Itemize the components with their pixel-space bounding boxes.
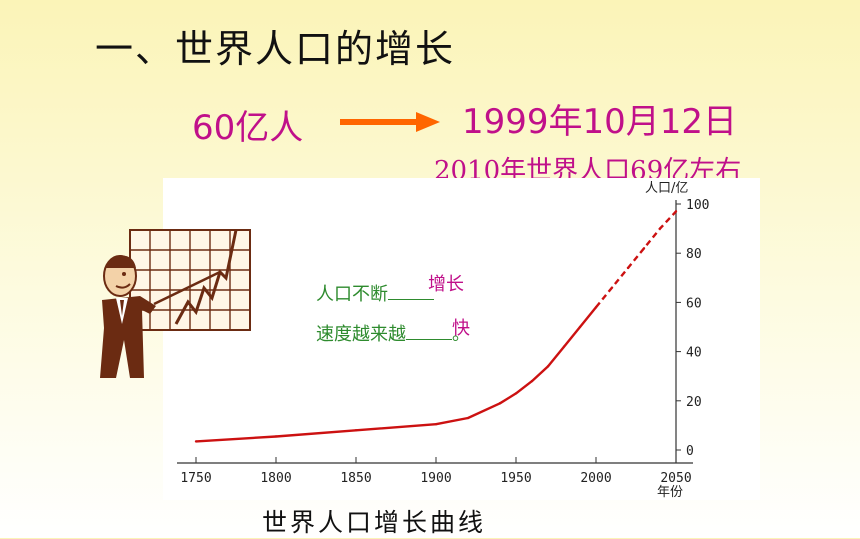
- data-point: [194, 440, 198, 443]
- data-point: [546, 365, 550, 368]
- answer-2: 快: [452, 318, 470, 339]
- x-tick-label-1800: 1800: [260, 471, 291, 486]
- fill-line-2: 速度越来越 。: [316, 320, 470, 346]
- data-point: [466, 416, 470, 420]
- population-curve: [195, 306, 597, 443]
- data-point: [642, 247, 646, 250]
- data-point: [434, 422, 438, 426]
- data-point: [354, 429, 358, 432]
- y-tick-label-100: 100: [686, 198, 709, 213]
- data-point: [530, 379, 534, 383]
- fill-line-1-prefix: 人口不断: [316, 284, 388, 305]
- fill-line-2-suffix: 。: [452, 324, 470, 345]
- presenter-man-icon: [100, 229, 251, 378]
- x-tick-label-2050: 2050: [660, 471, 691, 486]
- x-axis-label: 年份: [657, 485, 683, 500]
- x-tick-label-1950: 1950: [500, 471, 531, 486]
- population-label: 60亿人: [192, 108, 304, 148]
- chart-caption: 世界人口增长曲线: [262, 508, 487, 537]
- fill-line-1: 人口不断: [316, 280, 434, 306]
- data-point: [562, 345, 566, 348]
- blank-1: [388, 281, 434, 300]
- x-tick-label-1850: 1850: [340, 471, 371, 486]
- data-point: [626, 266, 630, 270]
- data-point: [594, 306, 598, 309]
- slide-title: 一、世界人口的增长: [95, 27, 456, 71]
- data-point: [610, 286, 614, 289]
- y-tick-label-20: 20: [686, 395, 702, 410]
- population-curve-projection: [595, 210, 677, 309]
- x-tick-label-2000: 2000: [580, 471, 611, 486]
- data-point: [658, 227, 662, 230]
- right-arrow-icon: [340, 112, 440, 132]
- y-axis-label: 人口/亿: [645, 181, 688, 196]
- data-point: [578, 325, 582, 329]
- x-tick-label-1750: 1750: [180, 471, 211, 486]
- milestone-date: 1999年10月12日: [462, 102, 738, 142]
- x-tick-label-1900: 1900: [420, 471, 451, 486]
- y-tick-label-0: 0: [686, 444, 694, 459]
- chart-panel: [163, 178, 760, 500]
- blank-2: [406, 321, 452, 340]
- data-point: [498, 402, 502, 405]
- fill-line-2-prefix: 速度越来越: [316, 324, 406, 345]
- data-point: [514, 392, 518, 395]
- answer-1: 增长: [428, 274, 464, 295]
- population-chart: 1750 1800 1850 1900 1950 2000 2050 0 20 40 60 80 100…: [177, 181, 709, 500]
- y-tick-label-60: 60: [686, 296, 702, 311]
- data-point: [274, 435, 278, 438]
- data-point: [674, 210, 678, 213]
- y-tick-label-80: 80: [686, 247, 702, 262]
- y-tick-label-40: 40: [686, 346, 702, 361]
